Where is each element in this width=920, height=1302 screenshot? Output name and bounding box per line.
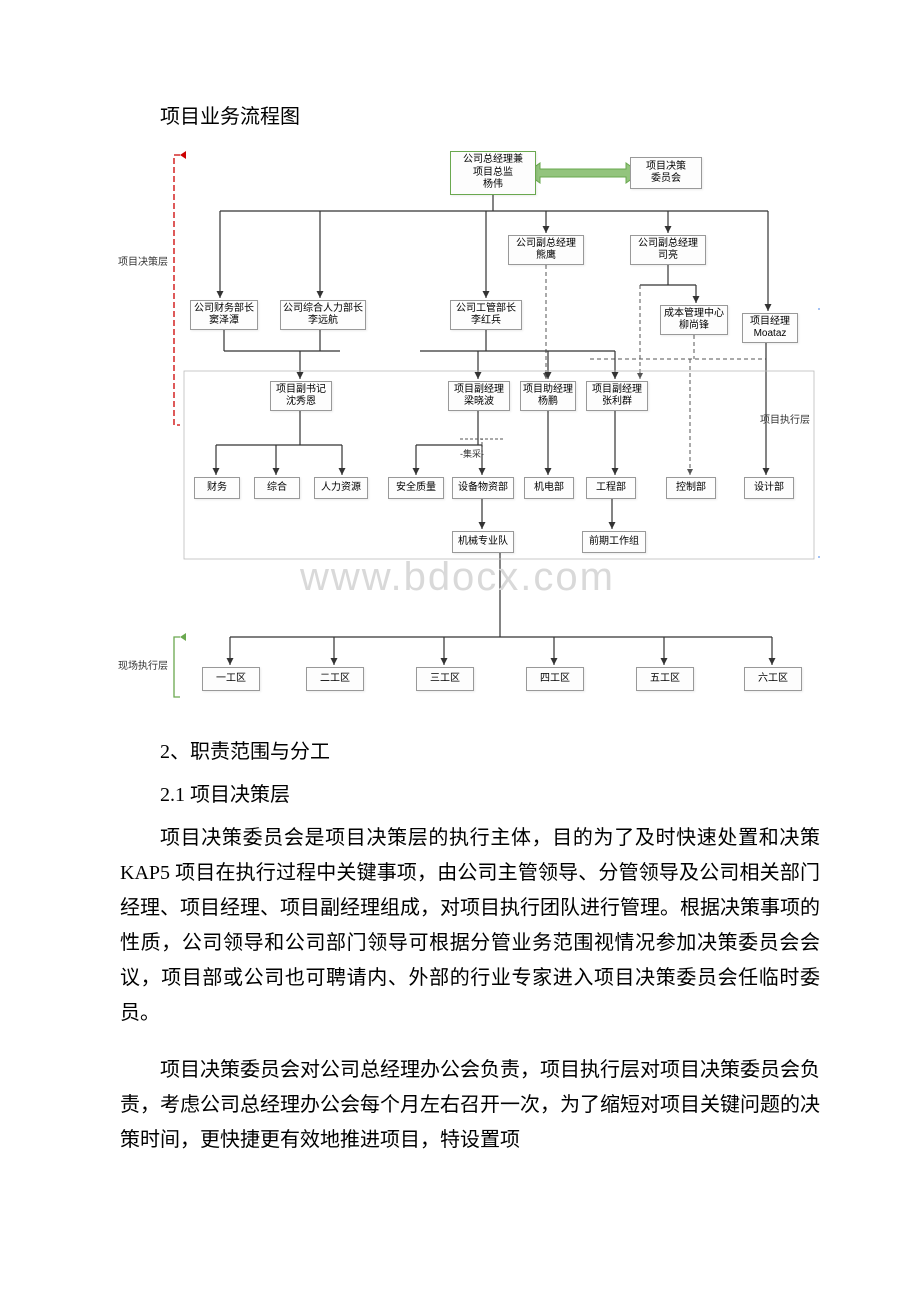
- node-top2: 项目决策 委员会: [630, 157, 702, 189]
- node-b_mat: 设备物资部: [452, 477, 514, 499]
- node-m_vice: 项目副经理 梁晓波: [448, 381, 510, 411]
- node-z2: 二工区: [306, 667, 364, 691]
- node-d_eng: 公司工管部长 李红兵: [450, 300, 522, 330]
- node-m_sec: 项目副书记 沈秀恩: [270, 381, 332, 411]
- node-m_asst: 项目助经理 杨鹏: [520, 381, 576, 411]
- paragraph-2: 项目决策委员会对公司总经理办公会负责，项目执行层对项目决策委员会负责，考虑公司总…: [120, 1053, 820, 1158]
- section-heading-2-1: 2.1 项目决策层: [120, 778, 820, 807]
- node-b_ctrl: 控制部: [666, 477, 716, 499]
- node-d_hr: 公司综合人力部长 李远航: [280, 300, 366, 330]
- node-b_hr: 人力资源: [314, 477, 368, 499]
- node-z3: 三工区: [416, 667, 474, 691]
- node-vp2: 公司副总经理 司亮: [630, 235, 706, 265]
- node-z6: 六工区: [744, 667, 802, 691]
- node-z5: 五工区: [636, 667, 694, 691]
- node-b_des: 设计部: [744, 477, 794, 499]
- org-chart: 项目决策层 项目执行层 现场执行层 -集采- www.bdocx.com 公司总…: [120, 145, 820, 705]
- node-m_vice2: 项目副经理 张利群: [586, 381, 648, 411]
- node-b_gen: 综合: [254, 477, 300, 499]
- node-d_fin: 公司财务部长 窦泽潭: [190, 300, 258, 330]
- node-t_team: 机械专业队: [452, 531, 514, 553]
- node-t_prep: 前期工作组: [582, 531, 646, 553]
- annotation-caiguo: -集采-: [460, 447, 484, 460]
- node-b_mech: 机电部: [524, 477, 574, 499]
- node-b_proj: 工程部: [586, 477, 636, 499]
- section-heading-2: 2、职责范围与分工: [120, 735, 820, 764]
- layer-label-site: 现场执行层: [118, 657, 168, 672]
- node-top1: 公司总经理兼 项目总监 杨伟: [450, 151, 536, 195]
- node-b_safe: 安全质量: [388, 477, 444, 499]
- node-d_cost: 成本管理中心 柳尚锋: [660, 305, 728, 335]
- page-title: 项目业务流程图: [120, 100, 820, 129]
- paragraph-1: 项目决策委员会是项目决策层的执行主体，目的为了及时快速处置和决策 KAP5 项目…: [120, 821, 820, 1031]
- node-b_fin: 财务: [194, 477, 240, 499]
- node-z4: 四工区: [526, 667, 584, 691]
- node-vp1: 公司副总经理 熊鹰: [508, 235, 584, 265]
- node-d_pm: 项目经理 Moataz: [742, 313, 798, 343]
- chart-connectors: [120, 145, 820, 705]
- layer-label-decision: 项目决策层: [118, 253, 168, 268]
- layer-label-exec: 项目执行层: [760, 411, 810, 426]
- node-z1: 一工区: [202, 667, 260, 691]
